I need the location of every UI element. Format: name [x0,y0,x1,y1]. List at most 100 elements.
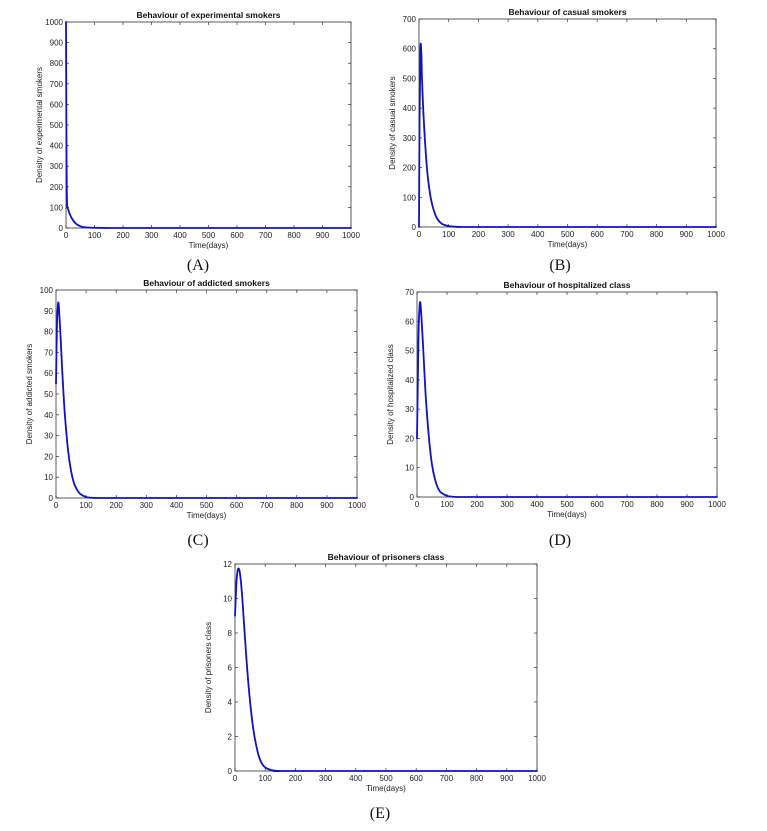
y-tick-label: 30 [44,432,53,441]
plot-area [418,18,717,228]
y-tick-label: 0 [228,767,233,776]
x-axis-label: Time(days) [366,784,406,793]
y-tick-label: 100 [50,203,64,212]
x-tick-label: 400 [531,230,545,239]
y-tick-label: 20 [405,434,414,443]
x-tick-label: 300 [145,231,159,240]
y-tick-label: 900 [50,39,64,48]
y-tick-label: 500 [403,74,417,83]
plot-area [55,289,358,499]
y-tick-label: 600 [50,100,64,109]
chart-title: Behaviour of addicted smokers [143,278,270,288]
series-line [234,567,538,772]
y-tick-label: 700 [403,15,417,24]
y-axis-label: Density of prisoners class [204,622,213,713]
x-tick-label: 200 [472,230,486,239]
x-tick-label: 200 [470,500,484,509]
chart-title: Behaviour of prisoners class [328,552,445,562]
x-tick-label: 0 [54,501,59,510]
x-tick-label: 200 [110,501,124,510]
y-tick-label: 70 [44,348,53,357]
x-tick-label: 100 [79,501,93,510]
x-tick-label: 100 [440,500,454,509]
panel-label-a: (A) [186,257,210,274]
panel-label-d: (D) [548,532,572,549]
y-tick-label: 10 [405,464,414,473]
chart-title: Behaviour of casual smokers [508,7,626,17]
panel-label-b: (B) [549,257,571,274]
x-tick-label: 700 [440,774,454,783]
x-tick-label: 0 [64,231,69,240]
y-tick-label: 400 [50,142,64,151]
y-tick-label: 50 [44,390,53,399]
plot-area [234,563,538,772]
x-tick-label: 500 [379,774,393,783]
x-tick-label: 700 [259,231,273,240]
x-tick-label: 1000 [708,500,726,509]
x-tick-label: 400 [173,231,187,240]
chart-b-svg: 0 100 200 300 400 500 600 700 800 900 1000 0 100 200 3… [388,7,725,249]
x-tick-label: 1000 [348,501,366,510]
x-tick-label: 500 [561,230,575,239]
y-tick-label: 800 [50,59,64,68]
y-tick-label: 40 [44,411,53,420]
x-tick-label: 900 [680,230,694,239]
y-tick-label: 300 [403,134,417,143]
x-axis-label: Time(days) [189,241,229,250]
x-tick-label: 1000 [342,231,360,240]
x-axis-label: Time(days) [547,510,587,519]
x-tick-label: 400 [170,501,184,510]
y-tick-label: 80 [44,328,53,337]
x-tick-label: 0 [417,230,422,239]
series-line [55,301,358,499]
y-axis-label: Density of experimental smokers [35,67,44,183]
chart-e-svg: 0 100 200 300 400 500 600 700 800 900 1000 0 2 4 6 8 10 1… [204,552,546,793]
x-tick-label: 0 [415,500,420,509]
x-tick-label: 600 [230,231,244,240]
y-axis-label: Density of casual smokers [388,76,397,169]
x-tick-label: 700 [620,500,634,509]
x-tick-label: 200 [289,774,303,783]
x-tick-label: 800 [650,500,664,509]
y-tick-label: 10 [44,473,53,482]
x-tick-label: 500 [200,501,214,510]
y-tick-label: 600 [403,45,417,54]
y-tick-label: 300 [50,162,64,171]
x-tick-label: 800 [470,774,484,783]
series-line [416,301,718,498]
y-tick-label: 500 [50,121,64,130]
chart-panel-a: 0 100 200 300 400 500 600 700 800 900 1000 0 100 200 3… [10,5,360,252]
y-tick-label: 70 [405,288,414,297]
plot-area [65,21,352,229]
panel-label-e: (E) [369,805,391,822]
y-tick-label: 0 [410,493,415,502]
y-tick-label: 0 [49,494,54,503]
x-tick-label: 400 [530,500,544,509]
x-tick-label: 400 [349,774,363,783]
chart-panel-e: 0 100 200 300 400 500 600 700 800 900 1000 0 2 4 6 8 10 1… [200,547,550,800]
y-tick-label: 50 [405,347,414,356]
x-tick-label: 900 [320,501,334,510]
x-tick-label: 900 [500,774,514,783]
x-tick-label: 500 [202,231,216,240]
y-tick-label: 0 [59,224,64,233]
y-tick-label: 60 [405,317,414,326]
y-axis-label: Density of hospitalized class [386,344,395,445]
x-tick-label: 300 [319,774,333,783]
x-tick-label: 600 [410,774,424,783]
x-tick-label: 100 [259,774,273,783]
y-tick-label: 40 [405,376,414,385]
y-tick-label: 10 [223,595,232,604]
y-tick-label: 90 [44,307,53,316]
y-tick-label: 12 [223,560,232,569]
plot-area [416,291,718,498]
x-tick-label: 100 [442,230,456,239]
x-tick-label: 800 [287,231,301,240]
x-tick-label: 200 [116,231,130,240]
y-tick-label: 700 [50,80,64,89]
series-line [418,42,717,228]
x-tick-label: 600 [590,500,604,509]
x-tick-label: 100 [88,231,102,240]
x-tick-label: 300 [500,500,514,509]
y-tick-label: 60 [44,369,53,378]
